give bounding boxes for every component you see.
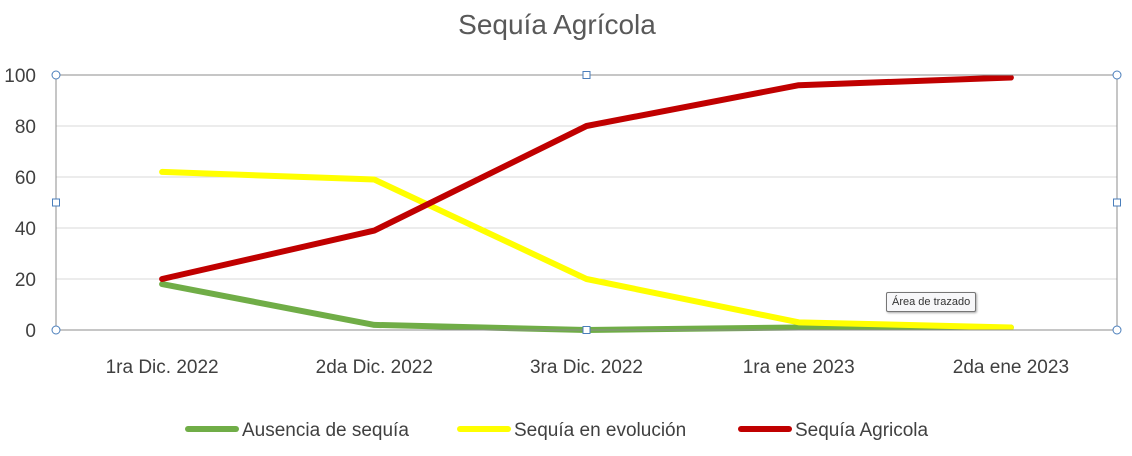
series-line-2[interactable] — [159, 168, 1014, 331]
corner-handle[interactable] — [1112, 70, 1122, 80]
legend-label-3: Sequía Agricola — [795, 420, 929, 441]
side-handle[interactable] — [52, 198, 60, 207]
y-tick-label: 40 — [15, 219, 36, 240]
y-tick-label: 100 — [4, 66, 36, 87]
y-tick-label: 0 — [25, 321, 36, 342]
x-tick-label: 1ra ene 2023 — [743, 357, 855, 378]
side-handle[interactable] — [582, 71, 591, 79]
side-handle[interactable] — [1113, 198, 1121, 207]
x-tick-label: 2da ene 2023 — [953, 357, 1069, 378]
side-handle[interactable] — [582, 326, 591, 334]
corner-handle[interactable] — [1112, 325, 1122, 335]
y-tick-label: 80 — [15, 117, 36, 138]
plot-area-selection-handles[interactable] — [51, 70, 1122, 335]
plot-area-tooltip: Área de trazado — [886, 292, 977, 312]
legend: Ausencia de sequía Sequía en evolución Seq… — [185, 420, 929, 441]
chart-title: Sequía Agrícola — [458, 9, 656, 40]
legend-label-2: Sequía en evolución — [514, 420, 686, 441]
corner-handle[interactable] — [51, 70, 61, 80]
y-tick-label: 20 — [15, 270, 36, 291]
y-tick-label: 60 — [15, 168, 36, 189]
legend-label-1: Ausencia de sequía — [242, 420, 409, 441]
x-tick-label: 2da Dic. 2022 — [316, 357, 433, 378]
series-line-3[interactable] — [159, 74, 1014, 282]
corner-handle[interactable] — [51, 325, 61, 335]
x-tick-label: 3ra Dic. 2022 — [530, 357, 643, 378]
x-tick-label: 1ra Dic. 2022 — [106, 357, 219, 378]
gridlines — [56, 74, 1117, 280]
series-lines — [159, 74, 1014, 333]
